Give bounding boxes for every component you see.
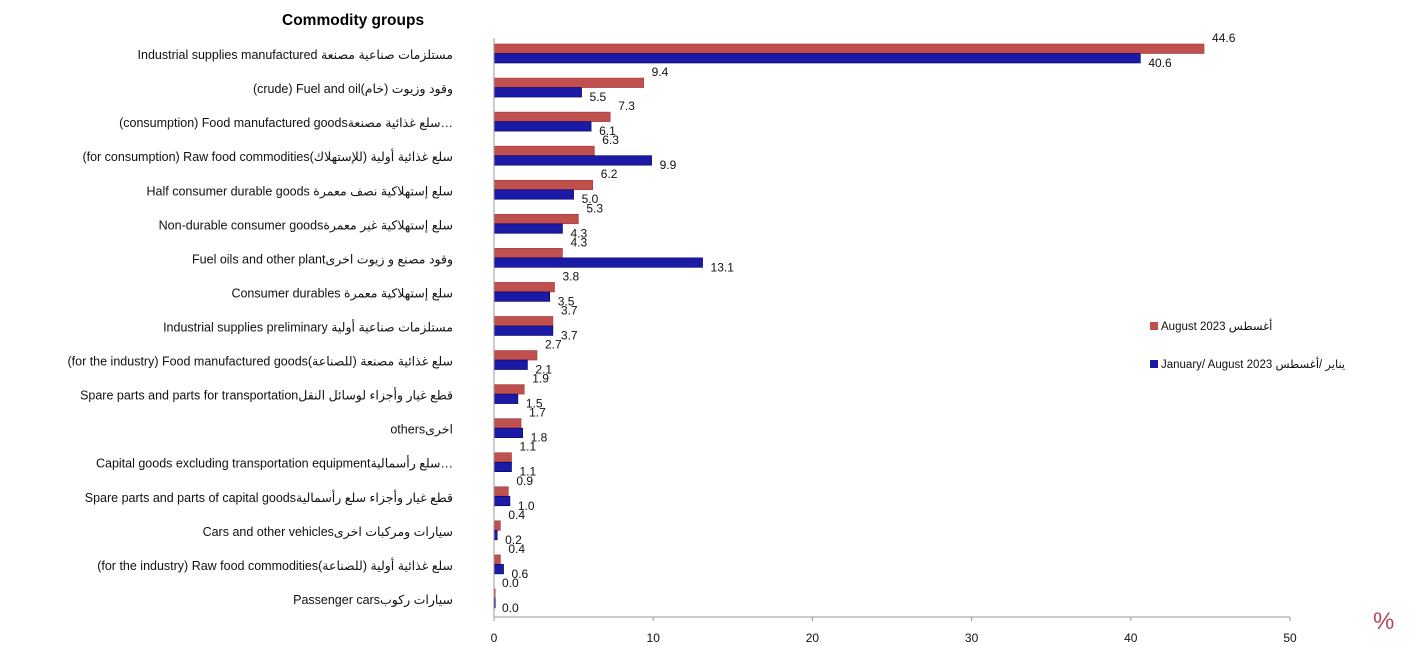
bar-january-august-2023 (493, 461, 512, 473)
category-label: Spare parts and parts of capital goodsقط… (85, 489, 453, 506)
data-label: 1.8 (531, 431, 548, 445)
data-label: 4.3 (570, 235, 587, 249)
bar-january-august-2023 (493, 427, 523, 438)
bar-august-2023 (493, 248, 563, 259)
unit-label: % (1373, 608, 1394, 635)
bar-january-august-2023 (493, 495, 511, 507)
data-label: 1.1 (520, 465, 537, 479)
category-label: Industrial supplies manufactured مستلزما… (138, 48, 453, 63)
data-label: 40.6 (1148, 56, 1172, 70)
bar-august-2023 (493, 418, 522, 429)
bar-august-2023 (493, 111, 611, 122)
data-label: 3.8 (562, 269, 579, 283)
bar-august-2023 (493, 179, 594, 191)
category-label: Passenger carsسيارات ركوب (293, 593, 453, 608)
data-label: 0.0 (502, 601, 519, 615)
data-label: 5.3 (586, 201, 603, 215)
x-tick-label: 0 (491, 631, 498, 645)
data-label: 7.3 (618, 99, 635, 113)
x-tick-label: 10 (647, 631, 661, 645)
category-label: Non-durable consumer goodsسلع إستهلاكية … (159, 218, 453, 233)
data-label: 6.2 (601, 167, 618, 181)
legend: August 2023 أغسطس January/ August 2023 ين… (1150, 318, 1345, 372)
data-label: 9.4 (652, 65, 669, 79)
data-label: 2.7 (545, 338, 562, 352)
data-label: 1.0 (518, 499, 535, 513)
bar-january-august-2023 (493, 223, 563, 234)
data-label: 3.5 (558, 294, 575, 308)
axes-group: Industrial supplies manufactured مستلزما… (67, 38, 1297, 645)
data-label: 2.1 (535, 363, 552, 377)
data-label: 0.6 (512, 567, 529, 581)
bar-january-august-2023 (493, 564, 504, 575)
category-label: (for the industry) Raw food commoditiesس… (97, 557, 453, 574)
x-tick-label: 40 (1124, 631, 1138, 645)
data-label: 1.1 (520, 440, 537, 454)
category-label: Half consumer durable goods سلع إستهلاكي… (147, 184, 453, 199)
bar-january-august-2023 (493, 325, 554, 336)
bar-january-august-2023 (493, 189, 574, 200)
chart-title: Commodity groups (282, 12, 424, 29)
category-label: Spare parts and parts for transportation… (80, 387, 453, 404)
data-label: 1.9 (532, 372, 549, 386)
x-tick-label: 30 (965, 631, 979, 645)
data-label: 4.3 (570, 226, 587, 240)
bar-august-2023 (493, 520, 501, 531)
category-label: Consumer durables سلع إستهلاكية معمرة (231, 286, 453, 301)
data-label: 6.1 (599, 124, 616, 138)
data-label: 0.2 (505, 533, 522, 547)
bar-august-2023 (493, 282, 555, 293)
data-label: 13.1 (711, 260, 735, 274)
bar-august-2023 (493, 486, 509, 497)
bar-august-2023 (493, 554, 501, 565)
data-label: 9.9 (660, 158, 677, 172)
legend-swatch (1150, 322, 1158, 330)
data-label: 0.4 (508, 542, 525, 556)
category-label: (for the industry) Food manufactured goo… (67, 355, 453, 369)
category-label: (for consumption) Raw food commoditiesسل… (82, 148, 453, 165)
bars-group: 44.6 40.6 9.4 5.5 7.36.16.3 9.9 6.25.05.3 4.34.… (493, 31, 1236, 615)
data-label: 1.7 (529, 406, 546, 420)
data-label: 0.0 (502, 576, 519, 590)
bar-august-2023 (493, 145, 595, 156)
bar-january-august-2023 (493, 53, 1141, 64)
bar-august-2023 (493, 43, 1205, 54)
bar-january-august-2023 (493, 257, 703, 268)
category-label: Cars and other vehiclesسيارات ومركبات اخ… (203, 525, 453, 540)
data-label: 6.3 (602, 133, 619, 147)
x-tick-label: 20 (806, 631, 820, 645)
data-label: 0.9 (516, 474, 533, 488)
data-label: 5.5 (590, 90, 607, 104)
category-label: othersاخرى (390, 423, 453, 438)
bar-january-august-2023 (493, 291, 551, 302)
bar-january-august-2023 (493, 155, 652, 166)
bar-august-2023 (493, 452, 512, 463)
bar-august-2023 (493, 213, 579, 225)
category-label: Industrial supplies preliminary مستلزمات… (163, 319, 453, 336)
x-tick-label: 50 (1283, 631, 1297, 645)
category-label: (consumption) Food manufactured goodsسلع… (119, 116, 453, 130)
legend-label: August 2023 أغسطس (1161, 318, 1272, 334)
data-label: 3.7 (561, 328, 578, 342)
category-label: Capital goods excluding transportation e… (96, 455, 453, 472)
bar-january-august-2023 (493, 393, 519, 404)
legend-label: January/ August 2023 يناير /أغسطس (1161, 356, 1345, 372)
bar-january-august-2023 (493, 121, 592, 132)
data-label: 3.7 (561, 303, 578, 317)
category-label: Fuel oils and other plantوقود مصنع و زيو… (192, 252, 453, 267)
data-label: 0.4 (508, 508, 525, 522)
bar-january-august-2023 (493, 87, 582, 98)
bar-august-2023 (493, 77, 644, 88)
data-label: 5.0 (582, 192, 599, 206)
legend-swatch (1150, 360, 1158, 368)
data-label: 44.6 (1212, 31, 1236, 45)
bar-august-2023 (493, 350, 538, 361)
category-label: (crude) Fuel and oilوقود وزيوت (خام) (253, 82, 453, 97)
bar-august-2023 (493, 384, 525, 395)
bar-august-2023 (493, 316, 554, 327)
data-label: 1.5 (526, 397, 543, 411)
bar-january-august-2023 (493, 359, 528, 370)
